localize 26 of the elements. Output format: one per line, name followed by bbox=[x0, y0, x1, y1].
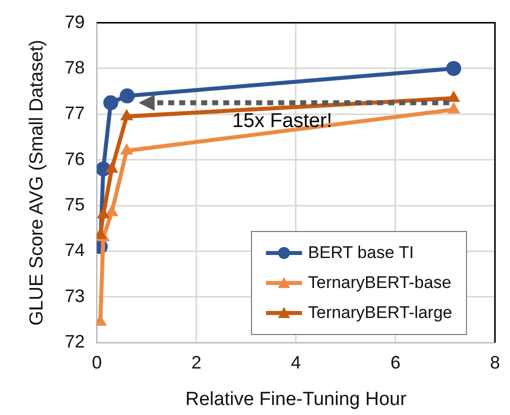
point bbox=[105, 204, 118, 216]
y-tick-label: 73 bbox=[64, 286, 85, 306]
y-tick-label: 75 bbox=[64, 194, 85, 215]
legend-label: TernaryBERT-base bbox=[308, 272, 452, 293]
y-tick-label: 78 bbox=[64, 57, 85, 78]
y-tick-label: 77 bbox=[64, 103, 85, 124]
point bbox=[120, 108, 134, 120]
x-tick-label: 4 bbox=[290, 352, 301, 372]
y-tick-label: 76 bbox=[64, 148, 85, 169]
point bbox=[105, 161, 118, 173]
point bbox=[96, 207, 110, 218]
x-axis-title: Relative Fine-Tuning Hour bbox=[185, 388, 408, 410]
legend-label: BERT base TI bbox=[308, 242, 414, 263]
point bbox=[447, 102, 460, 114]
x-tick-label: 0 bbox=[92, 352, 102, 372]
y-axis-title: GLUE Score AVG (Small Dataset) bbox=[26, 40, 48, 326]
point bbox=[447, 90, 460, 102]
y-tick-label: 79 bbox=[64, 12, 85, 32]
legend-label: TernaryBERT-large bbox=[308, 302, 452, 323]
x-tick-label: 2 bbox=[191, 352, 202, 372]
y-tick-label: 74 bbox=[64, 240, 85, 260]
y-tick-label: 72 bbox=[64, 332, 85, 352]
x-tick-label: 6 bbox=[390, 352, 400, 372]
annotation: 15x Faster! bbox=[232, 110, 332, 132]
x-tick-label: 8 bbox=[490, 352, 500, 372]
point bbox=[120, 143, 134, 154]
